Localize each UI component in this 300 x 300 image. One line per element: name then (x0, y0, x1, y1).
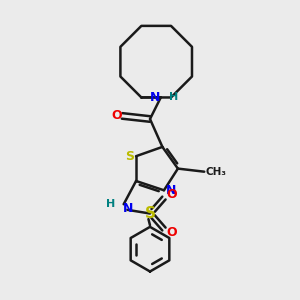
Text: N: N (166, 184, 176, 197)
Text: S: S (145, 206, 155, 221)
Text: N: N (149, 91, 160, 104)
Text: O: O (167, 226, 177, 238)
Text: O: O (111, 110, 122, 122)
Text: H: H (169, 92, 178, 102)
Text: CH₃: CH₃ (206, 167, 227, 177)
Text: O: O (167, 188, 177, 201)
Text: S: S (125, 150, 134, 163)
Text: H: H (106, 199, 115, 209)
Text: N: N (123, 202, 134, 215)
